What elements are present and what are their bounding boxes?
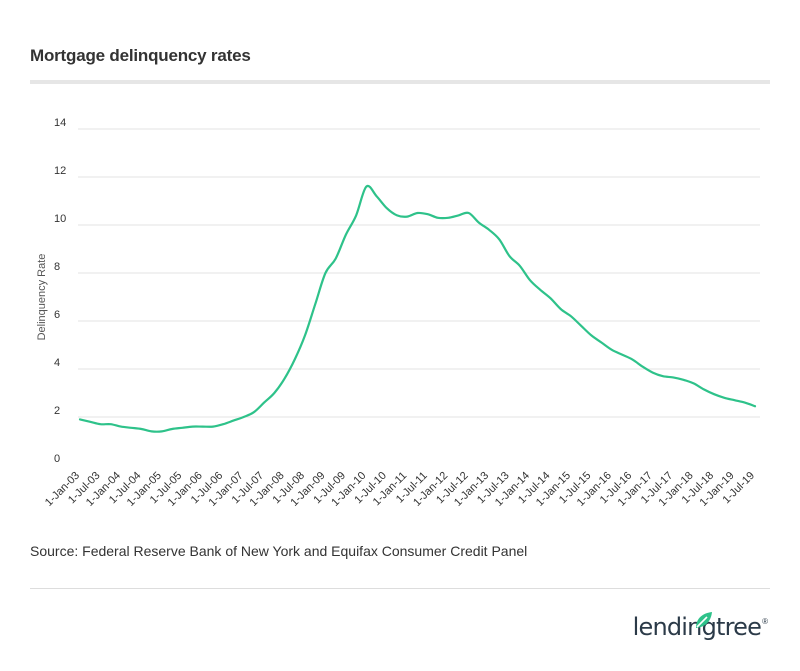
gridlines [78,128,760,418]
y-tick-label: 6 [54,309,60,321]
lendingtree-logo: lendingtree ® [633,612,768,642]
registered-mark: ® [762,617,768,626]
leaf-icon [695,612,712,628]
series-group [78,184,757,433]
title-divider [30,80,770,84]
y-tick-label: 4 [54,357,60,369]
chart-title: Mortgage delinquency rates [30,46,251,65]
y-tick-label: 10 [54,213,66,225]
x-tick-labels: 1-Jan-031-Jul-031-Jan-041-Jul-041-Jan-05… [43,470,757,509]
y-axis-title: Delinquency Rate [36,254,48,341]
y-tick-label: 14 [54,117,66,129]
y-tick-label: 12 [54,165,66,177]
y-tick-label: 0 [54,453,60,465]
y-tick-label: 8 [54,261,60,273]
series-line [78,184,757,433]
y-tick-labels: 0 2 4 6 8 10 12 14 [54,117,66,465]
footer-divider [30,588,770,589]
y-tick-label: 2 [54,405,60,417]
line-chart: 0 2 4 6 8 10 12 14 Delinquency Rate 1-Jan-031-J… [36,117,760,509]
source-note: Source: Federal Reserve Bank of New York… [30,543,528,559]
